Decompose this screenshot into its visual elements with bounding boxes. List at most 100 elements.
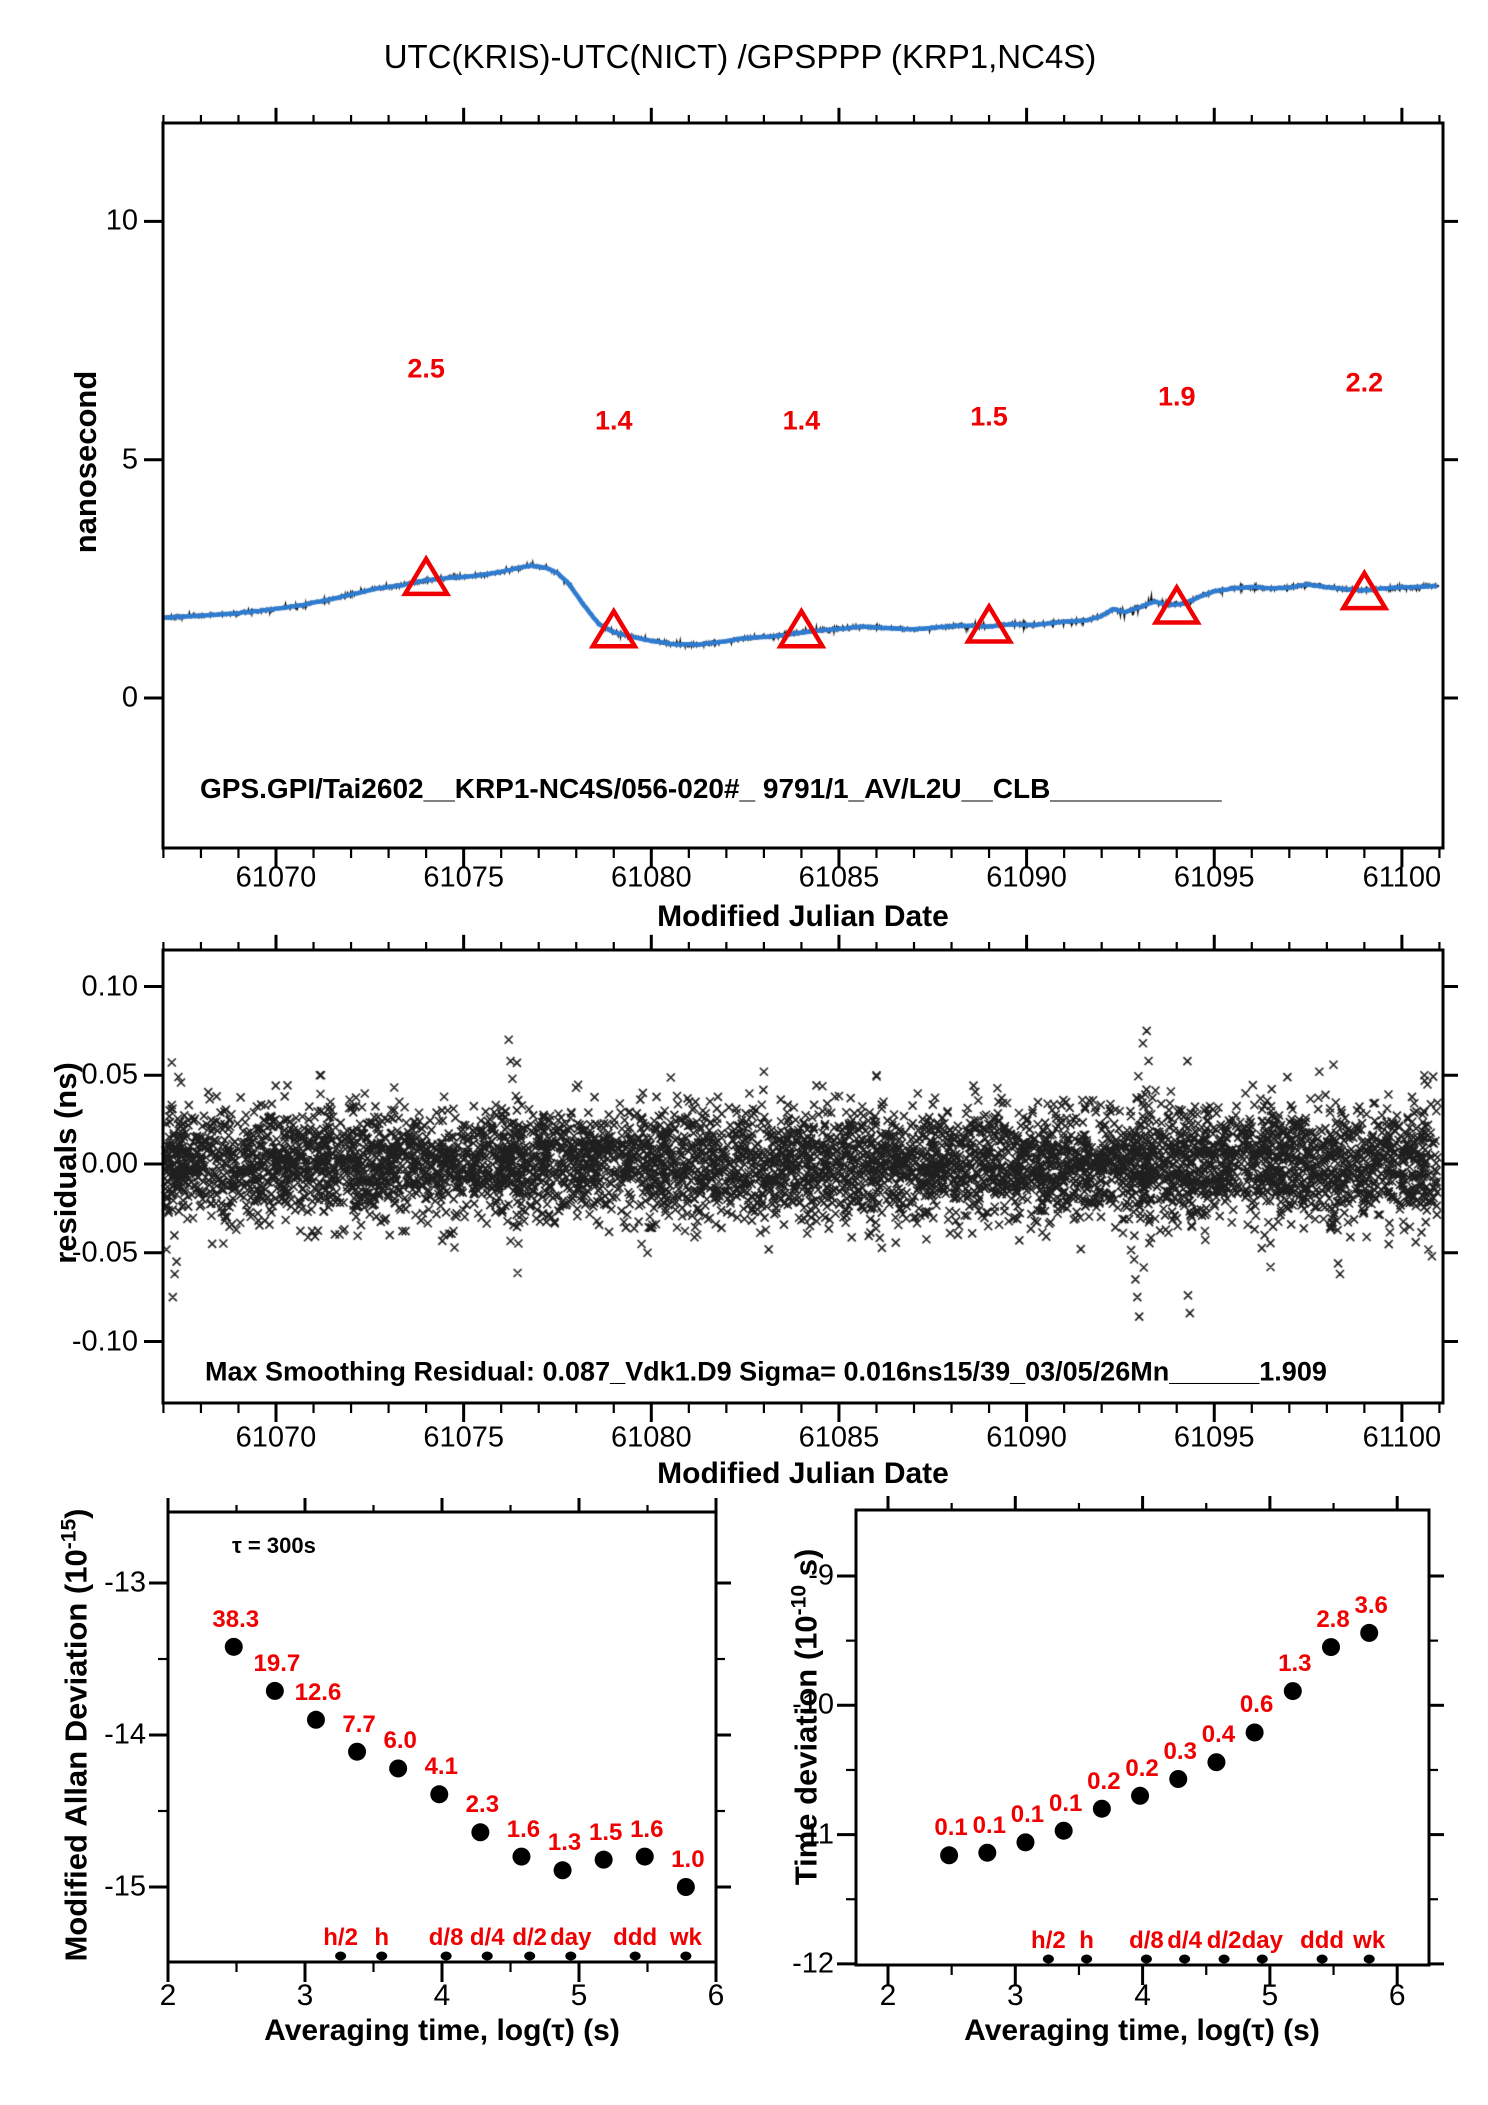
tau-mark-label: d/8 <box>428 1924 464 1951</box>
tau-mark-dot <box>1179 1954 1191 1964</box>
tau-mark-dot <box>1218 1954 1230 1964</box>
tau-mark-label: wk <box>1353 1927 1386 1954</box>
point-value-label: 2.3 <box>465 1791 500 1819</box>
triangle-value-label: 1.9 <box>1157 381 1196 412</box>
point-value-label: 7.7 <box>342 1710 376 1738</box>
tau-mark-label: d/2 <box>1206 1927 1242 1954</box>
tau-mark-dot <box>335 1951 347 1961</box>
data-point-dot <box>512 1847 531 1866</box>
point-value-label: 1.3 <box>547 1829 582 1857</box>
tdev-xlabel: Averaging time, log(τ) (s) <box>964 2014 1320 2047</box>
point-value-label: 3.6 <box>1354 1591 1388 1619</box>
data-point-dot <box>1131 1786 1150 1805</box>
tdev-ylabel-pre: Time deviation (10 <box>788 1615 824 1886</box>
x-tick-label: 5 <box>570 1979 588 2012</box>
x-tick-label: 5 <box>1261 1979 1279 2012</box>
data-point-dot <box>635 1847 654 1866</box>
point-value-label: 1.6 <box>630 1815 664 1843</box>
mdev-xlabel: Averaging time, log(τ) (s) <box>264 2014 620 2047</box>
y-tick-label: -0.10 <box>71 1325 138 1357</box>
mdev-tau-annotation: τ = 300s <box>232 1533 316 1558</box>
y-tick-label: -0.05 <box>71 1236 138 1269</box>
y-tick-label: 0 <box>121 681 138 714</box>
x-tick-label: 61090 <box>986 861 1067 894</box>
y-tick-label: -12 <box>792 1947 834 1980</box>
data-point-dot <box>471 1823 490 1842</box>
point-value-label: 0.6 <box>1239 1691 1274 1719</box>
point-value-label: 6.0 <box>383 1727 417 1755</box>
point-value-label: 0.3 <box>1163 1738 1197 1765</box>
tau-mark-dot <box>1081 1954 1093 1964</box>
x-tick-label: 61085 <box>798 861 880 894</box>
triangle-value-label: 1.4 <box>594 405 633 436</box>
point-value-label: 0.1 <box>1048 1789 1083 1817</box>
point-value-label: 1.0 <box>671 1846 705 1873</box>
tau-mark-dot <box>1042 1954 1054 1964</box>
data-point-dot <box>1054 1821 1073 1840</box>
y-tick-label: 0.05 <box>81 1058 138 1091</box>
tau-mark-label: d/2 <box>512 1924 548 1951</box>
data-point-dot <box>1360 1623 1379 1642</box>
residuals-ylabel: residuals (ns) <box>48 1062 83 1264</box>
calibration-triangle-marker <box>964 602 1015 644</box>
x-tick-label: 4 <box>1134 1979 1151 2012</box>
tau-mark-dot <box>1256 1954 1268 1964</box>
tau-mark-label: h <box>1079 1927 1094 1954</box>
tau-mark-dot <box>1140 1954 1152 1964</box>
x-tick-label: 61100 <box>1362 861 1442 894</box>
phase-frame <box>161 121 1445 850</box>
point-value-label: 0.1 <box>934 1814 968 1842</box>
data-point-dot <box>1322 1638 1341 1657</box>
x-tick-label: 6 <box>1388 1979 1406 2012</box>
triangle-value-label: 1.4 <box>782 405 821 436</box>
tdev-frame <box>854 1508 1431 1967</box>
x-tick-label: 61100 <box>1362 1421 1442 1454</box>
tau-mark-dot <box>629 1951 641 1961</box>
data-point-dot <box>676 1878 695 1896</box>
mdev-ylabel-pre: Modified Allan Deviation (10 <box>58 1549 94 1962</box>
phase-xlabel: Modified Julian Date <box>657 900 949 933</box>
phase-annotation: GPS.GPI/Tai2602__KRP1-NC4S/056-020#_ 979… <box>200 773 1222 804</box>
phase-ylabel: nanosecond <box>68 370 103 554</box>
data-point-dot <box>430 1785 449 1804</box>
tau-mark-dot <box>680 1951 692 1961</box>
x-tick-label: 6 <box>707 1979 725 2012</box>
data-point-dot <box>348 1742 367 1761</box>
calibration-triangle-marker <box>588 606 639 649</box>
tau-mark-dot <box>1363 1954 1375 1964</box>
figure-title: UTC(KRIS)-UTC(NICT) /GPSPPP (KRP1,NC4S) <box>383 38 1097 75</box>
y-tick-label: -13 <box>104 1566 146 1599</box>
tdev-ylabel: Time deviation (10-10 s) <box>787 1549 824 1886</box>
data-point-dot <box>1283 1682 1302 1701</box>
x-tick-label: 61085 <box>798 1421 880 1454</box>
tau-mark-dot <box>440 1951 452 1961</box>
calibration-triangle-marker <box>401 554 452 597</box>
point-value-label: 0.2 <box>1125 1754 1159 1782</box>
data-point-dot <box>553 1861 572 1880</box>
point-value-label: 2.8 <box>1316 1606 1350 1634</box>
x-tick-label: 61070 <box>235 861 317 894</box>
point-value-label: 1.3 <box>1278 1650 1312 1678</box>
tau-mark-label: day <box>1241 1927 1283 1954</box>
triangle-value-label: 2.2 <box>1345 367 1384 398</box>
y-tick-label: -14 <box>104 1718 146 1751</box>
calibration-triangle-marker <box>1151 583 1202 625</box>
data-point-dot <box>1169 1770 1188 1789</box>
residuals-xlabel: Modified Julian Date <box>657 1457 949 1490</box>
y-tick-label: -15 <box>104 1870 146 1903</box>
tau-mark-label: d/4 <box>1167 1927 1202 1954</box>
tau-mark-dot <box>524 1951 536 1961</box>
tau-mark-label: h/2 <box>1031 1927 1066 1954</box>
data-point-dot <box>265 1681 284 1700</box>
point-value-label: 0.1 <box>1010 1801 1045 1829</box>
residuals-frame <box>161 948 1445 1405</box>
y-tick-label: 0.00 <box>81 1147 138 1180</box>
data-point-dot <box>1245 1723 1264 1742</box>
x-tick-label: 61075 <box>423 861 504 894</box>
x-tick-label: 61095 <box>1173 1421 1255 1454</box>
x-tick-label: 3 <box>296 1979 314 2012</box>
x-tick-label: 4 <box>433 1979 451 2012</box>
x-tick-label: 61080 <box>610 1421 692 1454</box>
